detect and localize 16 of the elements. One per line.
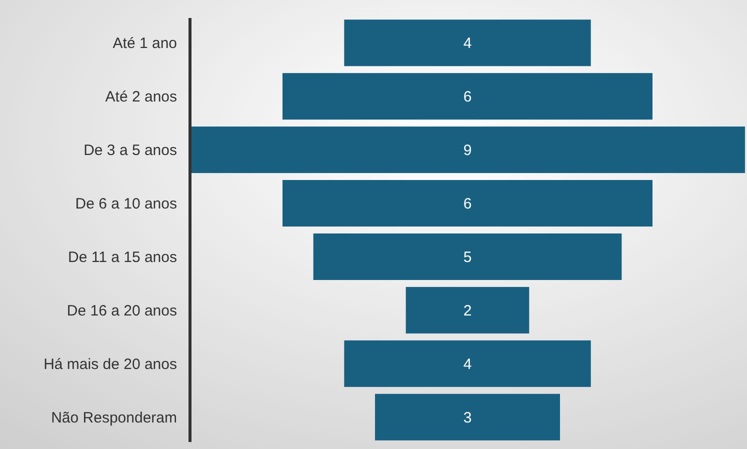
- data-label: 5: [463, 248, 472, 266]
- category-label: Até 1 ano: [112, 35, 177, 52]
- category-label: De 16 a 20 anos: [66, 302, 177, 320]
- data-label: 3: [463, 409, 472, 426]
- category-label: Até 2 anos: [105, 88, 177, 106]
- data-label: 2: [463, 302, 472, 320]
- data-label: 6: [463, 88, 472, 106]
- category-label: De 6 a 10 anos: [75, 196, 177, 213]
- category-label: De 3 a 5 anos: [84, 142, 177, 160]
- data-label: 6: [463, 196, 472, 213]
- data-label: 4: [463, 35, 472, 52]
- data-label: 9: [463, 142, 472, 160]
- category-label: Há mais de 20 anos: [44, 356, 177, 373]
- category-label: De 11 a 15 anos: [68, 248, 177, 266]
- data-label: 4: [463, 356, 472, 373]
- category-label: Não Responderam: [51, 409, 177, 426]
